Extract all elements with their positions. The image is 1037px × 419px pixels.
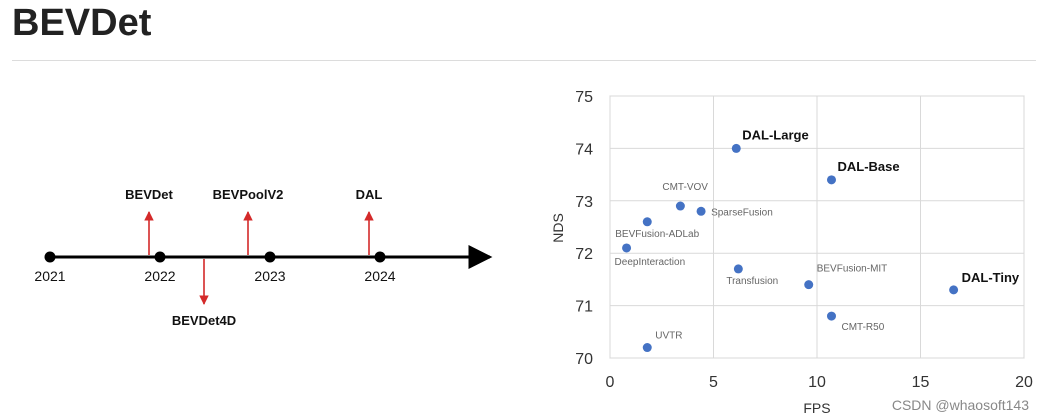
timeline-event-label: DAL <box>356 187 383 202</box>
page-title: BEVDet <box>12 2 152 44</box>
data-point <box>731 143 741 153</box>
x-tick-label: 20 <box>1015 374 1033 391</box>
y-axis-label: NDS <box>550 213 566 243</box>
y-tick-label: 70 <box>575 351 593 368</box>
x-tick-label: 15 <box>912 374 930 391</box>
data-point-label: BEVFusion-ADLab <box>615 229 699 240</box>
data-point <box>826 175 836 185</box>
timeline-year-dot <box>44 251 56 263</box>
data-point-label: CMT-VOV <box>662 182 708 193</box>
timeline-year-dot <box>264 251 276 263</box>
data-point-label: DAL-Base <box>837 159 899 174</box>
timeline-chart: 2021 2022 2023 2024 BEVDet BEVDet4D BEVPoolV2 D… <box>34 187 493 328</box>
x-axis-label: FPS <box>803 400 830 416</box>
y-tick-label: 74 <box>575 141 593 158</box>
x-tick-label: 5 <box>709 374 718 391</box>
data-point <box>949 285 959 295</box>
watermark: CSDN @whaosoft143 <box>891 397 1029 413</box>
data-point-label: CMT-R50 <box>841 322 884 333</box>
data-point <box>696 206 706 216</box>
data-point-label: BEVFusion-MIT <box>817 264 888 275</box>
data-point <box>642 343 652 353</box>
data-point <box>826 311 836 321</box>
data-point-label: DeepInteraction <box>615 257 686 268</box>
timeline-year-label: 2024 <box>364 268 395 284</box>
timeline-year-dot <box>154 251 166 263</box>
y-tick-label: 71 <box>575 299 593 316</box>
data-point <box>804 280 814 290</box>
data-point-label: UVTR <box>655 331 682 342</box>
timeline-event-label: BEVDet <box>125 187 173 202</box>
data-point-label: SparseFusion <box>711 207 773 218</box>
x-tick-label: 0 <box>606 374 615 391</box>
timeline-event-label: BEVPoolV2 <box>213 187 284 202</box>
data-point-label: DAL-Large <box>742 127 808 142</box>
timeline-year-label: 2023 <box>254 268 285 284</box>
title-divider <box>12 60 1036 61</box>
x-tick-label: 10 <box>808 374 826 391</box>
timeline-year-label: 2021 <box>34 268 65 284</box>
timeline-event-label: BEVDet4D <box>172 313 236 328</box>
y-tick-label: 72 <box>575 246 593 263</box>
data-point-label: Transfusion <box>726 276 778 287</box>
data-point <box>622 243 632 253</box>
timeline-year-dot <box>374 251 386 263</box>
data-point-label: DAL-Tiny <box>962 270 1020 285</box>
data-point <box>675 201 685 211</box>
timeline-year-label: 2022 <box>144 268 175 284</box>
y-tick-label: 73 <box>575 194 593 211</box>
data-point <box>642 217 652 227</box>
data-point <box>733 264 743 274</box>
y-tick-label: 75 <box>575 89 593 106</box>
